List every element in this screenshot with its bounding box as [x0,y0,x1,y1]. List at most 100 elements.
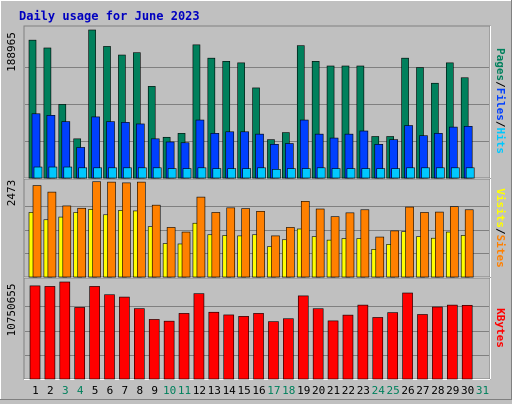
x-tick-label: 25 [387,384,400,397]
bar-sites [47,191,57,278]
bar-sites [315,208,325,278]
bar-kbytes [297,295,309,380]
bar-sites [32,185,42,278]
legend-kbytes: KBytes [494,308,507,348]
x-tick-label: 16 [252,384,265,397]
bar-sites [435,211,444,278]
y-axis-labels: 188965 2473 10750655 [5,32,18,336]
bar-kbytes [402,292,413,380]
bar-pages [391,168,400,179]
chart-title: Daily usage for June 2023 [19,9,200,23]
x-tick-label: 7 [122,384,129,397]
bar-kbytes [29,285,41,380]
bar-sites [196,196,206,278]
bar-pages [227,168,237,179]
bar-kbytes [193,293,205,380]
bar-sites [211,212,221,278]
legend-sites-visits: Visits/Sites [494,188,507,268]
x-tick-label: 8 [136,384,143,397]
bar-pages [212,168,222,179]
bar-kbytes [387,312,398,380]
bar-pages [301,168,311,179]
bar-kbytes [283,318,294,380]
x-tick-label: 2 [47,384,54,397]
bar-pages [78,167,88,179]
bar-pages [63,166,73,179]
bar-kbytes [432,306,443,380]
x-tick-label: 12 [193,384,206,397]
x-tick-label: 5 [92,384,99,397]
bar-sites [286,227,295,278]
bar-pages [331,168,341,179]
legend-hits-files-pages: Pages/Files/Hits [494,48,507,154]
x-tick-label: 21 [327,384,340,397]
bar-kbytes [268,321,279,380]
x-tick-label: 31 [476,384,489,397]
bar-pages [257,167,266,179]
bar-sites [92,181,101,278]
bar-sites [107,181,116,278]
bar-sites [256,211,265,278]
bar-kbytes [223,314,235,380]
bar-pages [421,167,430,179]
bar-kbytes [89,286,100,380]
x-tick-label: 23 [357,384,370,397]
x-tick-label: 29 [446,384,459,397]
bar-kbytes [357,304,369,380]
bar-pages [436,167,445,179]
x-tick-label: 9 [151,384,158,397]
bar-kbytes [461,304,473,380]
bar-kbytes [327,320,339,380]
bar-pages [316,167,326,179]
bar-pages [48,166,58,179]
x-tick-label: 17 [267,384,280,397]
bar-pages [242,168,251,179]
x-tick-label: 13 [208,384,221,397]
x-tick-label: 4 [77,384,84,397]
bar-kbytes [104,294,115,380]
y-max-label-sites: 2473 [5,180,18,207]
bar-kbytes [417,314,428,380]
bar-pages [406,167,415,179]
bar-pages [450,167,460,179]
bar-kbytes [253,313,264,380]
bar-sites [375,236,385,278]
x-tick-label: 28 [431,384,444,397]
bar-sites [449,206,459,278]
bar-kbytes [178,313,190,380]
bar-pages [167,168,177,179]
bar-sites [151,204,161,278]
bar-pages [182,168,192,179]
y-max-label-kbytes: 10750655 [5,284,18,337]
x-axis-day-labels: 1 2 3 4 5 6 7 8 9 10 11 12 13 14 15 16 17 18 19 20 21 22 23 24 2… [32,384,489,397]
bar-sites [181,231,191,278]
bar-kbytes [238,316,249,380]
bar-pages [152,167,162,179]
x-tick-label: 10 [163,384,176,397]
bar-kbytes [342,314,354,380]
x-tick-label: 30 [461,384,474,397]
bar-pages [272,169,281,179]
bar-sites [271,235,280,278]
bar-pages [33,166,43,179]
x-tick-label: 27 [416,384,429,397]
bar-sites [241,208,250,278]
bar-sites [345,212,355,278]
bar-sites [464,209,474,278]
x-tick-label: 18 [282,384,295,397]
bar-sites [62,205,72,278]
x-tick-label: 1 [32,384,39,397]
x-tick-label: 22 [342,384,355,397]
bar-kbytes [446,304,458,380]
bar-pages [376,168,386,179]
x-tick-label: 20 [312,384,325,397]
x-tick-label: 15 [237,384,250,397]
bar-sites [405,206,414,278]
bar-pages [465,167,475,179]
bar-sites [360,209,370,278]
bar-pages [93,167,102,179]
x-tick-label: 3 [62,384,69,397]
y-max-label-hits: 188965 [5,32,18,72]
